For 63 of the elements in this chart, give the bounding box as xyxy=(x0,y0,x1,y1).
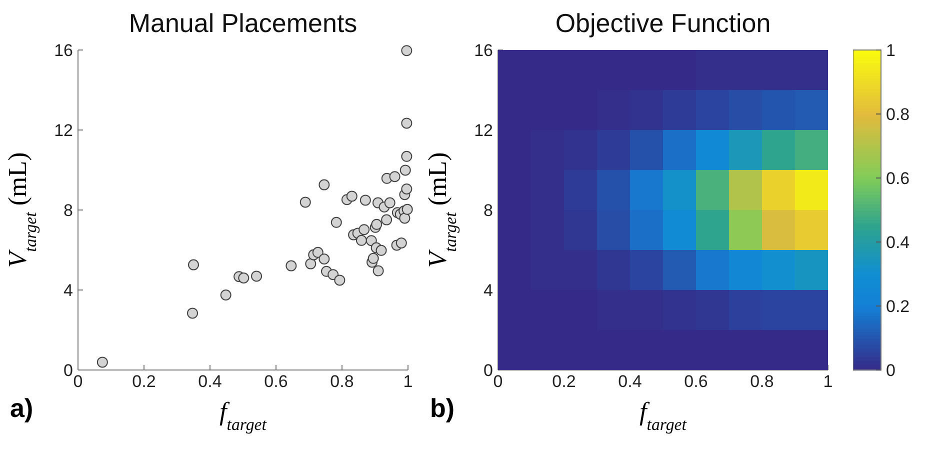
chart-title: Manual Placements xyxy=(128,8,358,39)
point xyxy=(96,356,108,368)
point xyxy=(318,254,330,264)
y-tick-label: 8 xyxy=(484,201,493,220)
x-tick-label: 0.6 xyxy=(264,372,288,392)
x-axis-title: f$_{target}$ xyxy=(220,397,268,434)
point xyxy=(300,196,311,208)
y-tick-label: 12 xyxy=(474,121,493,140)
color-bar-label: 0.8 xyxy=(886,105,910,124)
x-tick-label: 1 xyxy=(823,372,833,392)
y-tick-label: 4 xyxy=(64,281,73,300)
point xyxy=(238,272,250,284)
x-tick-label: 0.6 xyxy=(684,372,708,392)
point xyxy=(401,45,412,56)
x-tick-label: 0.4 xyxy=(198,372,222,392)
point xyxy=(187,308,198,319)
point xyxy=(384,197,396,208)
point xyxy=(312,246,324,258)
point xyxy=(402,204,413,215)
y-tick-label: 8 xyxy=(64,201,73,220)
y-tick-label: 12 xyxy=(54,121,73,140)
text: a) xyxy=(10,393,34,424)
point xyxy=(376,244,387,256)
color-bar-label: 0.6 xyxy=(886,169,910,188)
x-axis-title: f$_{target}$ xyxy=(640,397,688,434)
point xyxy=(360,194,371,206)
x-tick-label: 0.8 xyxy=(330,372,354,392)
x-tick-label: 1 xyxy=(403,372,413,392)
y-tick-label: 16 xyxy=(474,41,493,60)
point xyxy=(400,164,411,176)
color-bar-label: 1 xyxy=(886,41,896,60)
point xyxy=(368,252,379,264)
text: b) xyxy=(430,393,455,424)
point xyxy=(305,258,316,270)
point xyxy=(371,218,382,230)
point xyxy=(334,274,346,286)
point xyxy=(358,224,370,236)
y-tick-label: 16 xyxy=(54,41,73,60)
color-bar-label: 0.2 xyxy=(886,297,910,316)
chart-title: Objective Function xyxy=(554,8,772,39)
y-tick-label: 4 xyxy=(484,281,493,300)
point xyxy=(318,179,330,190)
point xyxy=(401,150,412,162)
point xyxy=(356,234,367,246)
x-tick-label: 0.8 xyxy=(750,372,774,392)
point xyxy=(251,270,262,282)
point xyxy=(381,214,392,226)
x-tick-label: 0.4 xyxy=(618,372,642,392)
point xyxy=(220,290,232,300)
point xyxy=(396,238,407,248)
point xyxy=(328,269,339,280)
color-bar-label: 0.4 xyxy=(886,233,910,252)
x-tick-label: 0.2 xyxy=(132,372,156,392)
point xyxy=(346,190,358,202)
point xyxy=(372,265,384,276)
point xyxy=(188,259,199,270)
point xyxy=(286,260,297,272)
point xyxy=(389,171,400,182)
x-tick-label: 0.2 xyxy=(552,372,576,392)
point xyxy=(401,118,412,129)
point xyxy=(401,184,412,194)
point xyxy=(399,212,410,224)
point xyxy=(330,216,342,228)
